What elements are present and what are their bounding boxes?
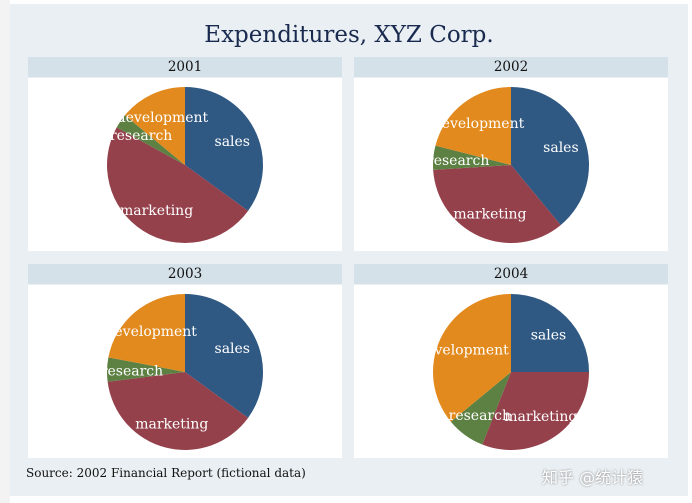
slice-label-development: development — [433, 116, 525, 132]
slice-label-development: development — [417, 342, 509, 358]
slice-label-development: development — [117, 110, 209, 126]
pie-area: sales marketing research development — [354, 285, 668, 458]
slice-label-sales: sales — [543, 140, 578, 156]
pie-area: sales marketing research development — [354, 78, 668, 251]
pie-slice-marketing — [107, 127, 249, 243]
slice-label-marketing: marketing — [504, 409, 577, 425]
slice-label-research: research — [101, 363, 163, 379]
source-note: Source: 2002 Financial Report (fictional… — [26, 466, 306, 480]
pie-slice-development — [108, 294, 185, 372]
chart-figure: Expenditures, XYZ Corp. 2001 sales market… — [10, 4, 688, 496]
watermark-text: 知乎 @统计猿 — [542, 468, 644, 487]
pie-slice-sales — [185, 294, 263, 418]
slice-label-research: research — [449, 408, 511, 424]
slice-label-marketing: marketing — [135, 416, 208, 432]
panel-year-label: 2004 — [354, 264, 668, 284]
window-edge — [0, 0, 10, 503]
pie-slice-development — [124, 87, 185, 165]
slice-label-marketing: marketing — [120, 203, 193, 219]
pie-panel-4: 2004 sales marketing research development — [354, 264, 668, 458]
pie-slice-marketing — [107, 372, 249, 450]
pie-slice-research — [432, 145, 511, 170]
slice-label-sales: sales — [215, 341, 250, 357]
panel-year-label: 2002 — [354, 57, 668, 77]
slice-label-marketing: marketing — [453, 207, 526, 223]
panel-year-label: 2003 — [28, 264, 342, 284]
pie-area: sales marketing research development — [28, 78, 342, 251]
pie-slice-research — [107, 357, 185, 382]
pie-area: sales marketing research development — [28, 285, 342, 458]
pie-slice-marketing — [482, 372, 589, 450]
slice-label-sales: sales — [215, 134, 250, 150]
pie-slice-research — [450, 372, 511, 445]
slice-label-sales: sales — [531, 328, 566, 344]
pie-chart-svg: sales marketing research development — [101, 294, 263, 450]
pie-slice-sales — [185, 87, 263, 211]
pie-slice-research — [116, 115, 185, 165]
pie-slice-development — [432, 294, 511, 422]
pie-panel-2: 2002 sales marketing research development — [354, 57, 668, 251]
pie-panel-1: 2001 sales marketing research development — [28, 57, 342, 251]
pie-slice-sales — [511, 87, 590, 226]
pie-slice-sales — [511, 294, 589, 372]
panel-year-label: 2001 — [28, 57, 342, 77]
slice-label-research: research — [110, 128, 172, 144]
pie-panel-3: 2003 sales marketing research development — [28, 264, 342, 458]
slice-label-development: development — [105, 324, 197, 340]
chart-title: Expenditures, XYZ Corp. — [204, 22, 494, 48]
pie-slice-marketing — [433, 165, 561, 244]
pie-chart-svg: sales marketing research development — [107, 87, 263, 243]
pie-chart-svg: sales marketing research development — [427, 87, 590, 244]
pie-slice-development — [435, 87, 511, 165]
slice-label-research: research — [427, 153, 489, 169]
